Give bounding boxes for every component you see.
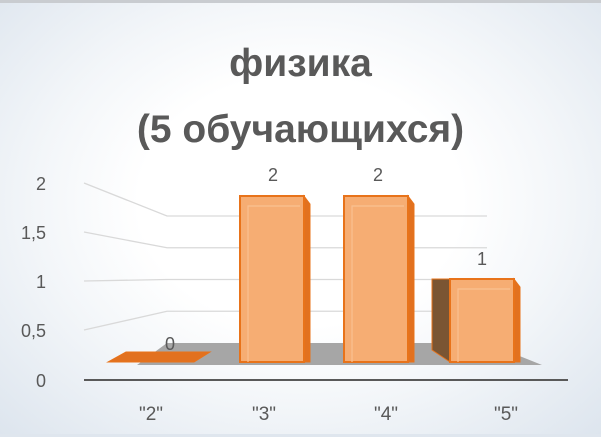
y-tick-label: 0,5 bbox=[21, 321, 46, 341]
x-tick-label: "2" bbox=[139, 404, 163, 425]
data-labels: 0 2 2 1 bbox=[165, 165, 487, 354]
data-label: 2 bbox=[373, 165, 383, 185]
bar-front bbox=[449, 278, 515, 363]
x-tick-label: "5" bbox=[494, 404, 518, 425]
y-tick-label: 0 bbox=[36, 371, 46, 391]
data-label: 2 bbox=[268, 165, 278, 185]
bars bbox=[106, 194, 521, 363]
chart-title-line-2: (5 обучающихся) bbox=[136, 108, 465, 151]
bar-front bbox=[343, 195, 409, 363]
bar-side-shadow bbox=[431, 278, 451, 363]
bar bbox=[106, 351, 212, 363]
bar bbox=[239, 194, 311, 363]
y-tick-label: 1 bbox=[36, 272, 46, 292]
bar-flat bbox=[106, 351, 212, 363]
y-axis-tick-labels: 0 0,5 1 1,5 2 bbox=[21, 174, 46, 391]
bar bbox=[343, 194, 415, 363]
bar-chart: 0 0,5 1 1,5 2 "2" "3" "4" "5" 0 2 2 1 bbox=[21, 165, 568, 425]
bar-front bbox=[239, 195, 305, 363]
data-label: 1 bbox=[477, 249, 487, 269]
bar-highlight bbox=[457, 288, 510, 362]
bar bbox=[431, 277, 521, 363]
bar-highlight bbox=[351, 205, 404, 362]
y-tick-label: 2 bbox=[36, 174, 46, 194]
data-label: 0 bbox=[165, 334, 175, 354]
x-tick-label: "3" bbox=[252, 404, 276, 425]
x-axis-tick-labels: "2" "3" "4" "5" bbox=[139, 404, 518, 425]
bar-highlight bbox=[247, 205, 300, 362]
chart-title-line-1: физика bbox=[229, 42, 372, 85]
y-tick-label: 1,5 bbox=[21, 223, 46, 243]
x-tick-label: "4" bbox=[374, 404, 398, 425]
